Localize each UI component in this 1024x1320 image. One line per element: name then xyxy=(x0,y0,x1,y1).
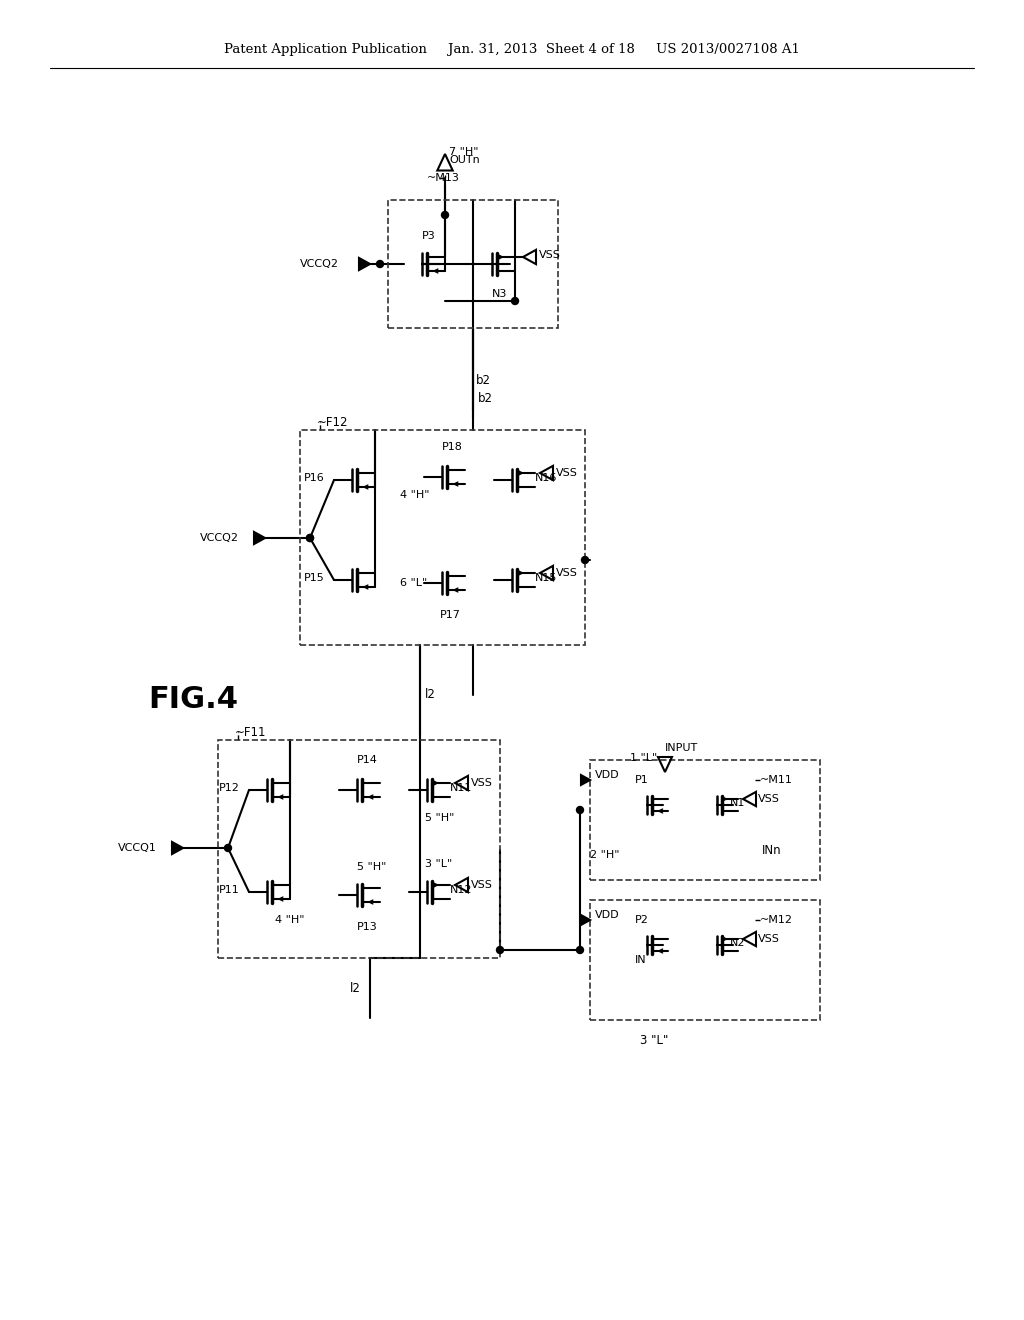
Text: VSS: VSS xyxy=(758,795,780,804)
Text: 3 "L": 3 "L" xyxy=(640,1034,669,1047)
Text: N2: N2 xyxy=(730,939,745,948)
Text: FIG.4: FIG.4 xyxy=(148,685,238,714)
Text: b2: b2 xyxy=(476,374,490,387)
Polygon shape xyxy=(254,532,265,544)
Circle shape xyxy=(441,211,449,219)
Text: 1 "L": 1 "L" xyxy=(630,752,657,763)
Text: N15: N15 xyxy=(535,573,557,583)
Text: 4 "H": 4 "H" xyxy=(400,490,429,500)
Text: VDD: VDD xyxy=(595,770,620,780)
Text: ~F11: ~F11 xyxy=(234,726,266,738)
Text: 3 "L": 3 "L" xyxy=(425,859,453,869)
Text: 5 "H": 5 "H" xyxy=(357,862,386,873)
Bar xyxy=(300,430,585,645)
Circle shape xyxy=(582,557,589,564)
Text: 6 "L": 6 "L" xyxy=(400,578,427,587)
Text: Patent Application Publication     Jan. 31, 2013  Sheet 4 of 18     US 2013/0027: Patent Application Publication Jan. 31, … xyxy=(224,44,800,57)
Text: VSS: VSS xyxy=(758,935,780,944)
Text: ~M13: ~M13 xyxy=(427,173,460,183)
Text: INPUT: INPUT xyxy=(665,743,698,752)
Text: P16: P16 xyxy=(304,473,325,483)
Text: ~F12: ~F12 xyxy=(317,416,348,429)
Text: P1: P1 xyxy=(635,775,649,785)
Circle shape xyxy=(224,845,231,851)
Text: VCCQ2: VCCQ2 xyxy=(300,259,339,269)
Text: OUTn: OUTn xyxy=(449,154,480,165)
Circle shape xyxy=(577,946,584,953)
Text: 2 "H": 2 "H" xyxy=(590,850,620,861)
Text: P11: P11 xyxy=(219,884,240,895)
Text: VSS: VSS xyxy=(556,568,578,578)
Bar xyxy=(590,900,820,1020)
Text: P12: P12 xyxy=(219,783,240,793)
Text: P14: P14 xyxy=(357,755,378,766)
Text: ~M11: ~M11 xyxy=(760,775,793,785)
Text: l2: l2 xyxy=(425,689,436,701)
Polygon shape xyxy=(172,842,183,854)
Text: VSS: VSS xyxy=(471,777,493,788)
Text: ~M12: ~M12 xyxy=(760,915,793,925)
Text: l2: l2 xyxy=(350,982,360,994)
Text: 4 "H": 4 "H" xyxy=(275,915,304,925)
Bar xyxy=(590,760,820,880)
Text: VSS: VSS xyxy=(539,249,561,260)
Polygon shape xyxy=(581,775,590,785)
Text: VSS: VSS xyxy=(556,469,578,478)
Text: INn: INn xyxy=(762,843,781,857)
Text: N11: N11 xyxy=(450,783,472,793)
Bar xyxy=(388,201,558,327)
Circle shape xyxy=(306,535,313,541)
Text: b2: b2 xyxy=(478,392,493,404)
Text: N3: N3 xyxy=(492,289,507,300)
Circle shape xyxy=(577,807,584,813)
Text: VCCQ2: VCCQ2 xyxy=(200,533,239,543)
Text: P17: P17 xyxy=(440,610,461,620)
Text: P3: P3 xyxy=(422,231,436,242)
Text: IN: IN xyxy=(635,954,646,965)
Polygon shape xyxy=(581,915,590,925)
Text: 5 "H": 5 "H" xyxy=(425,813,455,822)
Text: P18: P18 xyxy=(442,442,463,451)
Polygon shape xyxy=(359,257,370,271)
Bar xyxy=(218,741,500,958)
Circle shape xyxy=(377,260,384,268)
Text: VSS: VSS xyxy=(471,880,493,890)
Circle shape xyxy=(306,535,313,541)
Text: VCCQ1: VCCQ1 xyxy=(118,843,157,853)
Text: N16: N16 xyxy=(535,473,557,483)
Text: 7 "H": 7 "H" xyxy=(449,147,478,157)
Text: P2: P2 xyxy=(635,915,649,925)
Text: P13: P13 xyxy=(357,921,378,932)
Text: N1: N1 xyxy=(730,799,745,808)
Circle shape xyxy=(497,946,504,953)
Circle shape xyxy=(512,297,518,305)
Text: N12: N12 xyxy=(450,884,472,895)
Text: VDD: VDD xyxy=(595,909,620,920)
Text: P15: P15 xyxy=(304,573,325,583)
